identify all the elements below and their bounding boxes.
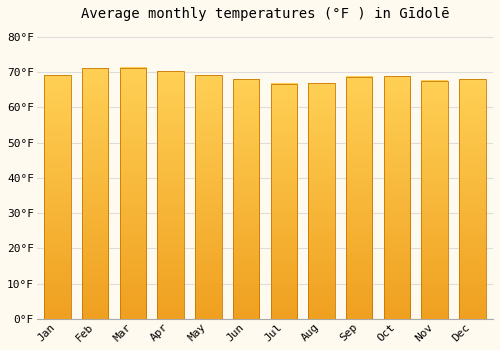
Title: Average monthly temperatures (°F ) in Gīdolē: Average monthly temperatures (°F ) in Gī… <box>80 7 449 21</box>
Bar <box>195 75 222 319</box>
Bar <box>308 83 334 319</box>
Bar <box>233 79 259 319</box>
Bar <box>82 68 108 319</box>
Bar <box>270 84 297 319</box>
Bar <box>158 71 184 319</box>
Bar <box>384 76 410 319</box>
Bar <box>422 80 448 319</box>
Bar <box>120 68 146 319</box>
Bar <box>44 75 70 319</box>
Bar <box>346 77 372 319</box>
Bar <box>459 79 485 319</box>
